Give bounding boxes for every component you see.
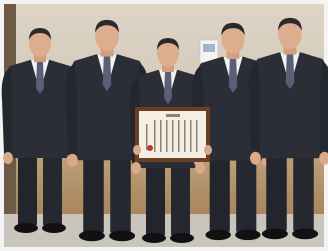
photo <box>0 0 328 251</box>
poster-graphic <box>203 44 215 52</box>
hand <box>204 145 212 155</box>
certificate-seal <box>147 145 153 151</box>
page <box>0 0 328 251</box>
hand <box>133 145 141 155</box>
